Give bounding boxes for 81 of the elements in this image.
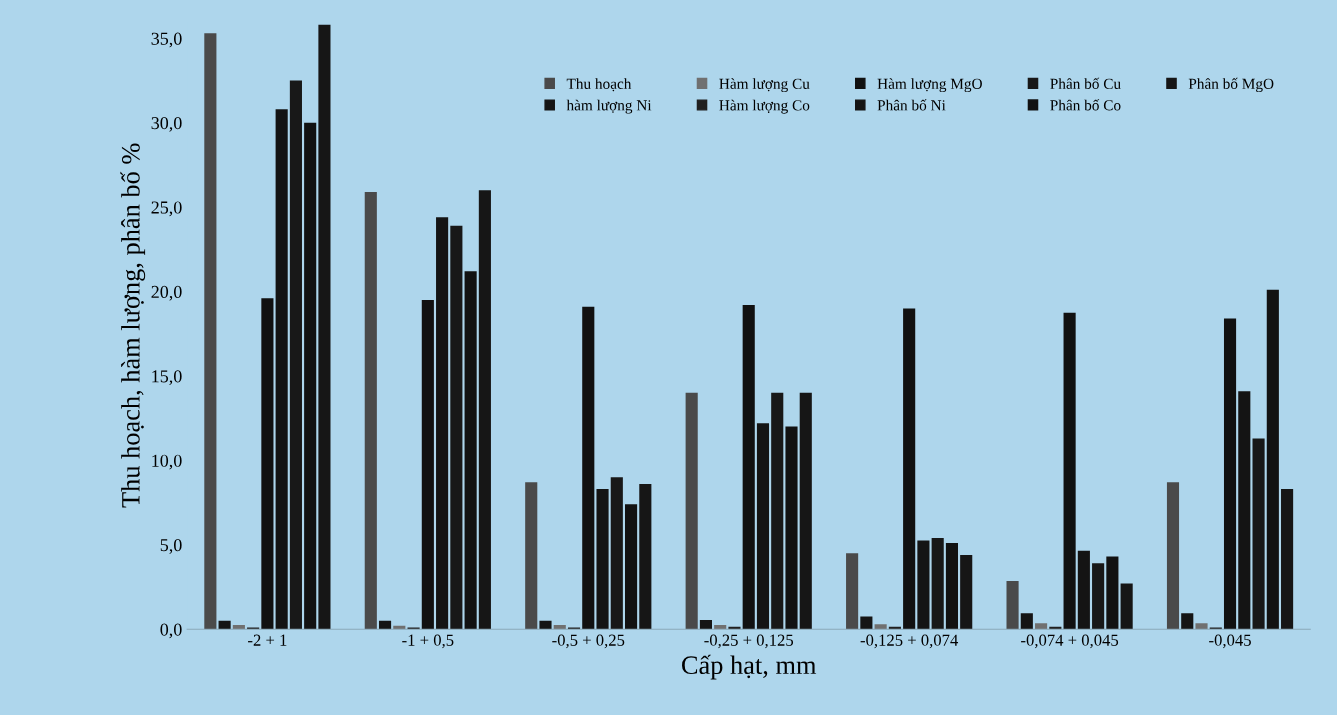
- bar: [860, 616, 873, 630]
- bar: [699, 619, 712, 630]
- bar: [1063, 312, 1076, 630]
- bar: [931, 538, 944, 630]
- bar: [218, 620, 231, 630]
- bar: [771, 392, 784, 630]
- bar: [960, 554, 973, 630]
- bar: [553, 624, 566, 630]
- bar: [275, 109, 288, 630]
- legend-label: Phân bố MgO: [1188, 77, 1274, 93]
- x-tick-label: -0,074 + 0,045: [1021, 634, 1119, 649]
- x-tick-label: -0,125 + 0,074: [860, 634, 959, 649]
- bar: [204, 33, 217, 630]
- bar: [625, 504, 638, 630]
- bar: [582, 306, 595, 630]
- bar: [846, 553, 859, 630]
- x-tick-label: -0,5 + 0,25: [552, 634, 625, 649]
- bar: [685, 392, 698, 630]
- legend-label: hàm lượng Ni: [566, 99, 652, 114]
- x-axis-title: Cấp hạt, mm: [682, 654, 817, 680]
- legend-label: Phân bố Co: [1050, 99, 1121, 111]
- bar: [289, 80, 302, 630]
- bar: [1195, 623, 1208, 630]
- y-tick-label: 30,0: [151, 117, 182, 132]
- x-tick-label: -0,25 + 0,125: [704, 634, 794, 649]
- x-tick-label: -0,045: [1209, 634, 1251, 649]
- bar: [799, 392, 812, 630]
- bar: [1252, 438, 1265, 630]
- bar: [304, 122, 317, 630]
- bar: [1166, 482, 1180, 630]
- y-tick-label: 5,0: [160, 539, 182, 554]
- legend-label: Hàm lượng MgO: [877, 78, 982, 93]
- bar: [318, 24, 331, 630]
- y-tick-label: 15,0: [152, 370, 182, 386]
- bar: [945, 543, 959, 630]
- bar: [785, 426, 798, 630]
- bar: [639, 484, 652, 630]
- y-tick-label: 10,0: [152, 454, 182, 470]
- bar: [1106, 556, 1119, 630]
- bar: [874, 624, 887, 630]
- bar: [903, 308, 916, 630]
- bar: [742, 305, 755, 630]
- y-tick-label: 35,0: [151, 32, 182, 48]
- bar: [1238, 391, 1251, 630]
- bar: [478, 190, 491, 630]
- bar: [378, 620, 392, 630]
- bar: [596, 489, 609, 630]
- bar: [1223, 318, 1237, 630]
- bar: [436, 217, 449, 630]
- y-tick-label: 0,0: [160, 623, 182, 639]
- bar: [1181, 613, 1194, 630]
- bar: [610, 477, 623, 630]
- bar: [1006, 581, 1019, 630]
- y-axis-title: Thu hoạch, hàm lượng, phân bố %: [120, 143, 146, 508]
- bar: [539, 620, 552, 630]
- bar: [464, 271, 477, 630]
- bar: [1266, 289, 1279, 630]
- x-tick-label: -2 + 1: [248, 634, 287, 646]
- y-tick-label: 20,0: [151, 285, 182, 301]
- bar: [232, 624, 245, 630]
- bar: [1092, 563, 1105, 630]
- bar: [1281, 489, 1294, 630]
- bar: [1077, 550, 1090, 630]
- bar: [1120, 583, 1133, 630]
- y-tick-label: 25,0: [151, 201, 182, 217]
- bar: [756, 423, 770, 630]
- bar: [714, 624, 727, 630]
- legend-label: Phân bố Ni: [877, 99, 946, 111]
- x-tick-label: -1 + 0,5: [402, 634, 454, 649]
- bar: [1020, 613, 1033, 630]
- bar: [917, 540, 930, 630]
- bar: [1035, 623, 1048, 630]
- bar: [421, 300, 434, 630]
- legend-label: Thu hoạch: [566, 78, 632, 92]
- legend-label: Hàm lượng Cu: [719, 78, 810, 93]
- bar: [450, 225, 463, 630]
- bar: [364, 191, 377, 630]
- legend-label: Phân bố Cu: [1050, 77, 1121, 89]
- bar: [261, 298, 274, 630]
- legend-label: Hàm lượng Co: [719, 99, 810, 114]
- bar: [525, 482, 538, 630]
